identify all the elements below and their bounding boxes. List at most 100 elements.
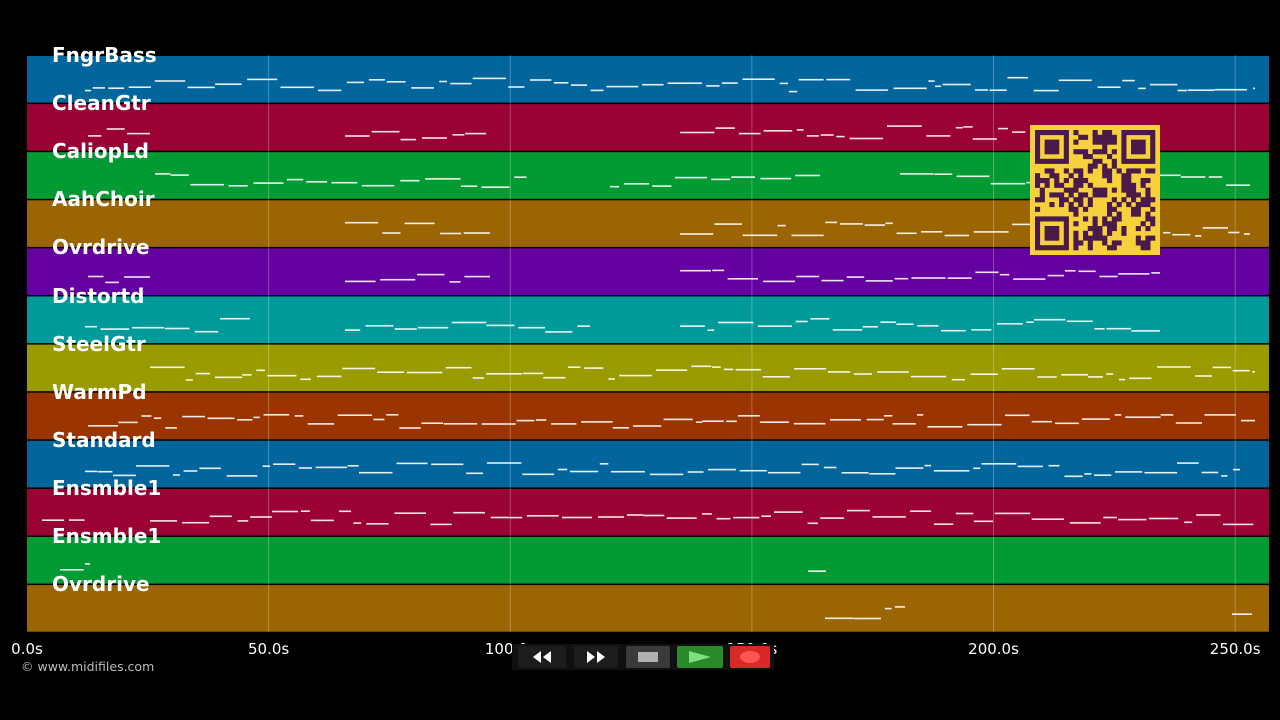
note-dash (1232, 613, 1252, 615)
note-dash (1204, 414, 1236, 416)
note-dash (1078, 270, 1096, 273)
note-dash (345, 135, 370, 137)
note-dash (933, 470, 970, 472)
note-dash (866, 418, 884, 421)
note-dash (1064, 270, 1076, 272)
note-dash (345, 329, 361, 331)
note-dash (825, 221, 838, 224)
note-dash (757, 325, 792, 327)
track-lane (27, 440, 1269, 488)
track-lane (27, 392, 1269, 440)
note-dash (712, 269, 725, 272)
note-dash (262, 465, 271, 467)
note-dash (543, 376, 566, 379)
note-dash (759, 421, 789, 423)
note-dash (742, 234, 778, 237)
note-dash (380, 278, 416, 281)
note-dash (971, 329, 992, 331)
note-dash (84, 563, 90, 565)
track-lane (27, 488, 1269, 536)
note-dash (924, 464, 932, 467)
note-dash (716, 517, 731, 520)
note-dash (855, 89, 889, 91)
note-dash (808, 570, 826, 572)
note-dash (127, 132, 150, 135)
note-dash (1115, 471, 1143, 473)
track-lane (27, 248, 1269, 295)
note-dash (826, 78, 851, 81)
note-dash (642, 83, 664, 86)
note-dash (187, 86, 215, 89)
fast-forward-button[interactable] (574, 646, 618, 668)
rewind-icon (533, 651, 551, 663)
note-dash (973, 520, 993, 523)
note-dash (680, 233, 714, 235)
note-dash (118, 421, 138, 424)
note-dash (827, 371, 851, 373)
note-dash (777, 224, 786, 227)
note-dash (1187, 89, 1215, 91)
note-dash (100, 328, 130, 330)
note-dash (885, 222, 893, 225)
note-dash (386, 81, 406, 83)
note-dash (194, 330, 219, 333)
note-dash (450, 82, 472, 85)
note-dash (460, 185, 478, 187)
note-dash (207, 417, 235, 420)
note-dash (514, 176, 527, 178)
note-dash (400, 138, 416, 141)
note-dash (711, 178, 731, 181)
rewind-button[interactable] (518, 646, 566, 668)
play-button[interactable] (677, 646, 723, 668)
note-dash (1150, 83, 1178, 86)
note-dash (1118, 273, 1150, 275)
note-dash (735, 368, 762, 371)
note-dash (793, 422, 826, 425)
note-dash (663, 418, 693, 421)
note-dash (1001, 368, 1035, 370)
track-lane (27, 296, 1269, 344)
note-dash (463, 232, 490, 234)
note-dash (132, 326, 164, 329)
note-dash (1037, 376, 1057, 378)
note-dash (440, 232, 462, 235)
note-dash (1226, 184, 1250, 186)
note-dash (869, 473, 896, 475)
note-dash (885, 607, 892, 610)
track-label: FngrBass (52, 43, 157, 67)
note-dash (92, 87, 105, 89)
note-dash (237, 520, 249, 522)
note-dash (568, 366, 581, 368)
note-dash (626, 514, 644, 516)
note-dash (1058, 79, 1092, 82)
note-dash (779, 82, 788, 85)
note-dash (481, 186, 510, 188)
note-dash (942, 83, 971, 86)
note-dash (1195, 235, 1202, 237)
note-dash (687, 471, 704, 473)
note-dash (263, 414, 290, 416)
fast-forward-icon (587, 651, 605, 663)
note-dash (917, 325, 939, 327)
note-dash (1055, 422, 1079, 425)
note-dash (1103, 516, 1117, 519)
note-dash (911, 277, 946, 279)
note-dash (623, 183, 649, 185)
note-dash (910, 510, 932, 512)
stop-button[interactable] (626, 646, 670, 668)
note-dash (795, 320, 808, 323)
note-dash (577, 325, 590, 327)
note-dash (318, 89, 342, 92)
note-dash (185, 379, 193, 381)
time-tick-label: 50.0s (248, 640, 290, 658)
note-dash (807, 522, 818, 525)
note-dash (955, 512, 974, 515)
note-dash (400, 179, 420, 182)
note-dash (1007, 76, 1029, 79)
note-dash (396, 462, 428, 465)
record-button[interactable] (730, 646, 770, 668)
note-dash (522, 473, 555, 476)
track-label: CaliopLd (52, 139, 150, 164)
note-dash (199, 467, 221, 470)
note-dash (608, 378, 615, 380)
